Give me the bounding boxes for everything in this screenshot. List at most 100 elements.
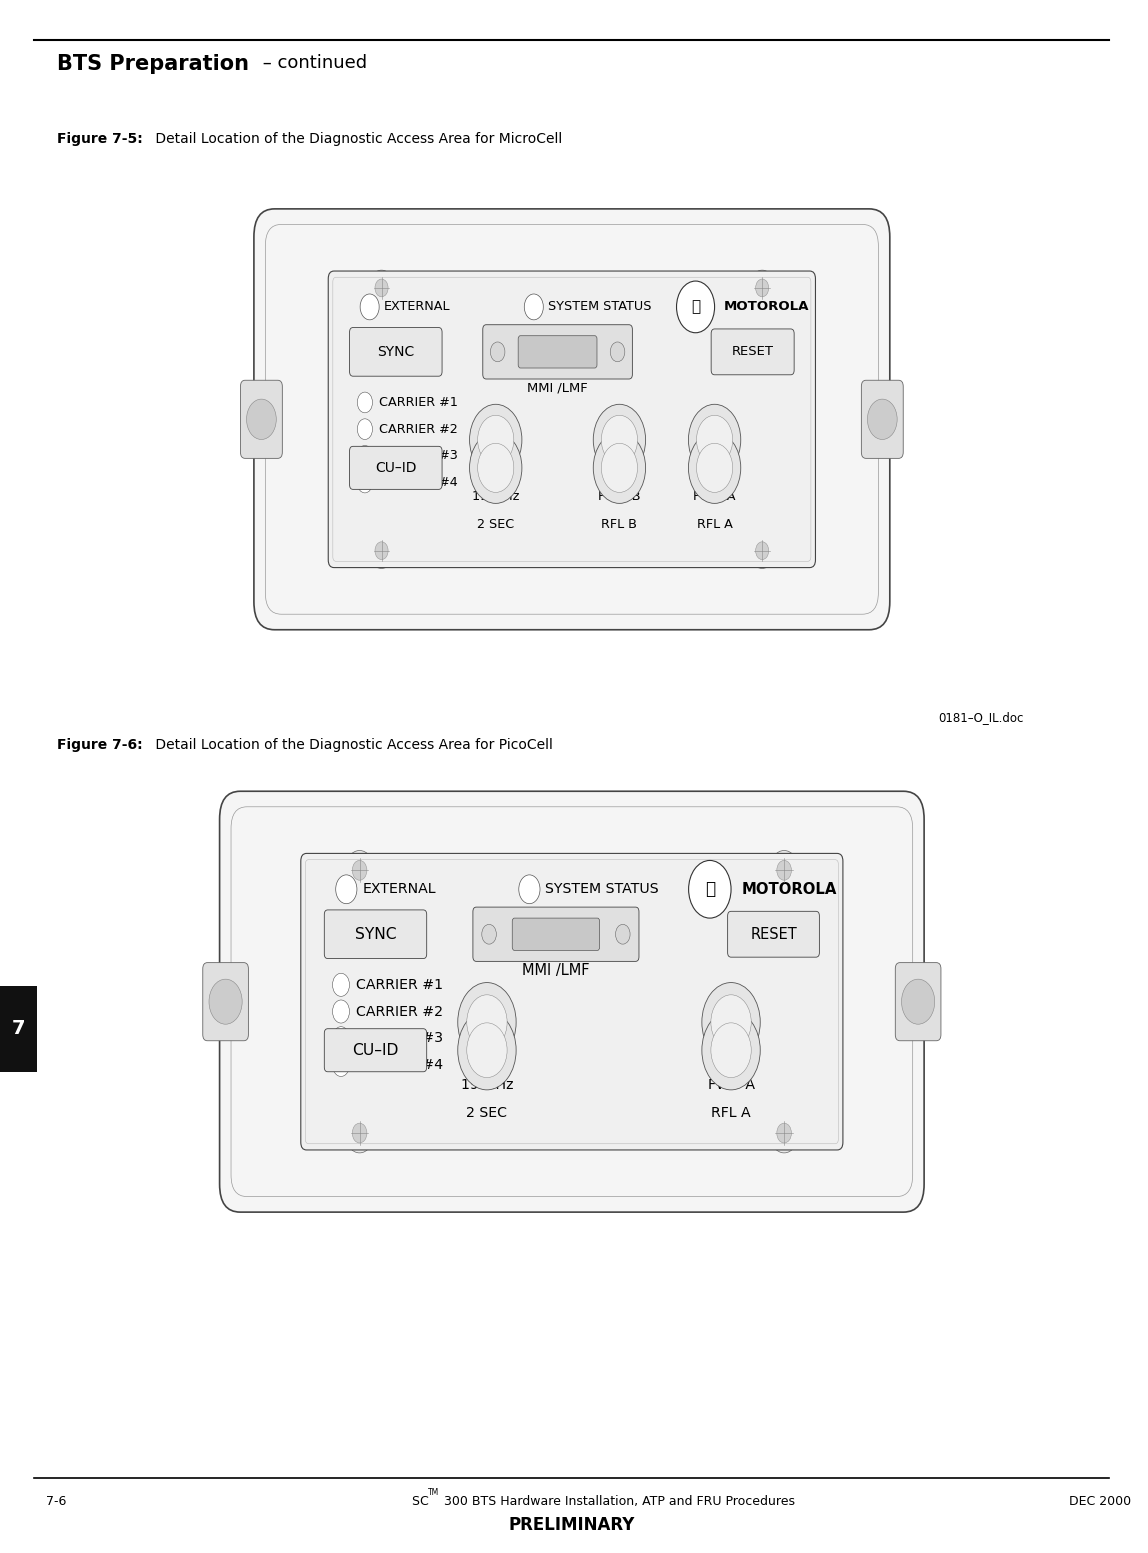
Circle shape	[482, 924, 496, 944]
Text: DEC 2000: DEC 2000	[1070, 1496, 1132, 1508]
Circle shape	[333, 1000, 349, 1023]
Circle shape	[478, 443, 514, 492]
FancyBboxPatch shape	[219, 792, 924, 1211]
Text: CARRIER #2: CARRIER #2	[356, 1005, 443, 1019]
Circle shape	[777, 860, 791, 881]
Text: 2 SEC: 2 SEC	[466, 1106, 507, 1120]
Circle shape	[711, 1023, 751, 1078]
Circle shape	[333, 1027, 349, 1050]
Text: EXTERNAL: EXTERNAL	[383, 300, 450, 314]
Text: RFL A: RFL A	[712, 1106, 751, 1120]
Circle shape	[357, 472, 372, 492]
Text: FWD A: FWD A	[707, 1078, 754, 1092]
Text: CARRIER #4: CARRIER #4	[379, 477, 457, 489]
Circle shape	[755, 542, 769, 559]
Text: SYSTEM STATUS: SYSTEM STATUS	[545, 882, 659, 896]
Circle shape	[755, 280, 769, 297]
Circle shape	[750, 533, 775, 568]
Text: 19 MHz: 19 MHz	[460, 1078, 513, 1092]
Circle shape	[615, 924, 630, 944]
Circle shape	[458, 983, 517, 1062]
FancyBboxPatch shape	[240, 380, 282, 458]
Text: RESET: RESET	[750, 927, 797, 941]
Text: SYNC: SYNC	[378, 345, 414, 359]
Text: CU–ID: CU–ID	[375, 461, 417, 475]
Text: CARRIER #2: CARRIER #2	[379, 422, 457, 436]
Circle shape	[333, 974, 349, 997]
Text: MOTOROLA: MOTOROLA	[724, 300, 809, 314]
FancyBboxPatch shape	[324, 910, 427, 958]
Text: MOTOROLA: MOTOROLA	[742, 882, 837, 896]
Text: CARRIER #3: CARRIER #3	[379, 449, 457, 463]
Text: SYNC: SYNC	[355, 927, 396, 941]
FancyBboxPatch shape	[349, 328, 442, 376]
Circle shape	[602, 415, 637, 464]
Text: Ⓜ: Ⓜ	[705, 881, 715, 898]
FancyBboxPatch shape	[301, 854, 843, 1149]
FancyBboxPatch shape	[203, 963, 248, 1041]
Text: Figure 7-6:: Figure 7-6:	[57, 738, 142, 752]
Text: MMI /LMF: MMI /LMF	[527, 380, 588, 394]
Text: Detail Location of the Diagnostic Access Area for MicroCell: Detail Location of the Diagnostic Access…	[152, 132, 563, 146]
Circle shape	[346, 1114, 374, 1152]
Circle shape	[525, 294, 543, 320]
Circle shape	[689, 404, 740, 475]
Circle shape	[333, 1053, 349, 1076]
FancyBboxPatch shape	[728, 912, 820, 957]
Text: Ⓜ: Ⓜ	[691, 300, 700, 314]
Circle shape	[868, 399, 898, 439]
Circle shape	[478, 415, 514, 464]
Text: CARRIER #4: CARRIER #4	[356, 1058, 443, 1072]
Circle shape	[352, 1123, 367, 1143]
Circle shape	[470, 404, 522, 475]
FancyBboxPatch shape	[349, 446, 442, 489]
Circle shape	[360, 294, 379, 320]
FancyBboxPatch shape	[861, 380, 903, 458]
Text: FWD B: FWD B	[598, 489, 641, 503]
Text: 7-6: 7-6	[46, 1496, 67, 1508]
Text: 19 MHz: 19 MHz	[472, 489, 519, 503]
Text: RESET: RESET	[731, 345, 774, 359]
Circle shape	[375, 280, 388, 297]
Circle shape	[676, 281, 714, 332]
Bar	[0, 986, 37, 1072]
FancyBboxPatch shape	[512, 918, 599, 950]
Circle shape	[375, 542, 388, 559]
Circle shape	[777, 1123, 791, 1143]
Circle shape	[519, 874, 540, 904]
Circle shape	[357, 419, 372, 439]
Circle shape	[697, 415, 732, 464]
Text: CARRIER #1: CARRIER #1	[379, 396, 457, 408]
Text: SYSTEM STATUS: SYSTEM STATUS	[548, 300, 652, 314]
Circle shape	[490, 342, 505, 362]
FancyBboxPatch shape	[895, 963, 941, 1041]
Text: CU–ID: CU–ID	[352, 1042, 398, 1058]
Text: – continued: – continued	[257, 54, 367, 73]
Circle shape	[209, 980, 242, 1025]
Text: BTS Preparation: BTS Preparation	[57, 54, 249, 75]
Circle shape	[769, 851, 799, 890]
Circle shape	[697, 443, 732, 492]
Circle shape	[602, 443, 637, 492]
Text: RFL B: RFL B	[602, 517, 637, 531]
Circle shape	[689, 432, 740, 503]
Circle shape	[335, 874, 357, 904]
Circle shape	[247, 399, 277, 439]
Circle shape	[901, 980, 934, 1025]
Circle shape	[357, 391, 372, 413]
Circle shape	[594, 432, 645, 503]
Circle shape	[594, 404, 645, 475]
FancyBboxPatch shape	[518, 335, 597, 368]
Circle shape	[467, 995, 507, 1050]
Circle shape	[701, 983, 760, 1062]
Circle shape	[750, 270, 775, 306]
Circle shape	[611, 342, 625, 362]
Text: CARRIER #1: CARRIER #1	[356, 978, 443, 992]
Text: Figure 7-5:: Figure 7-5:	[57, 132, 144, 146]
Circle shape	[369, 533, 395, 568]
Text: 0181–O_IL.doc: 0181–O_IL.doc	[938, 711, 1023, 724]
Circle shape	[711, 995, 751, 1050]
Text: RFL A: RFL A	[697, 517, 732, 531]
FancyBboxPatch shape	[483, 325, 633, 379]
Text: SC: SC	[412, 1496, 433, 1508]
